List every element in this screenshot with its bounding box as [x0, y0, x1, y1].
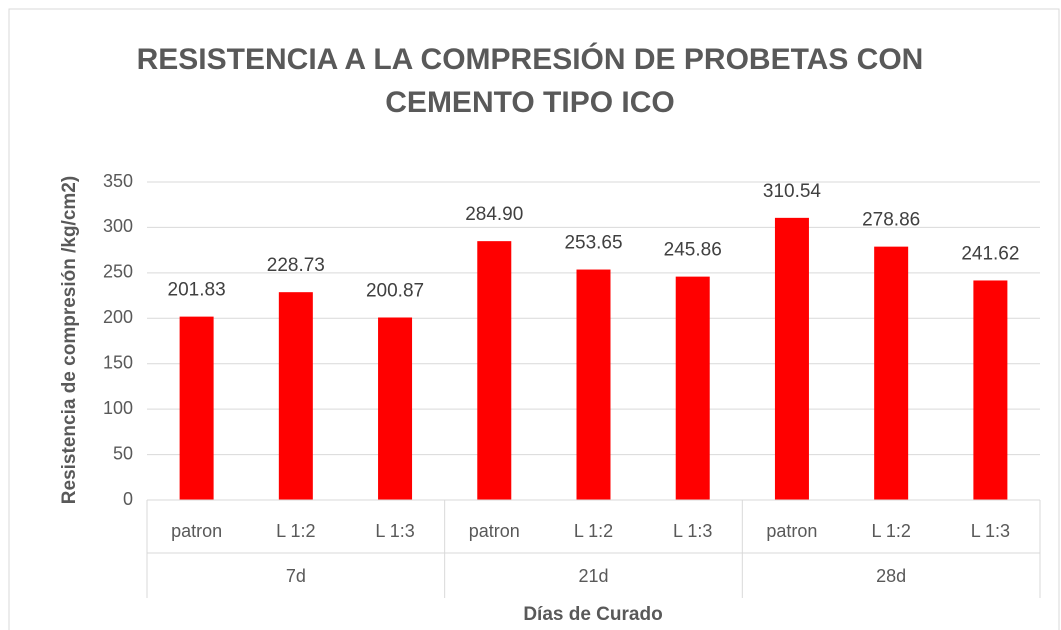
bar	[477, 241, 512, 500]
x-tick-label: L 1:3	[375, 521, 414, 541]
data-label: 253.65	[564, 233, 622, 254]
data-label: 278.86	[862, 210, 920, 231]
data-label: 228.73	[267, 255, 325, 276]
data-label: 310.54	[763, 181, 822, 202]
y-tick-label: 300	[103, 216, 133, 236]
y-tick-label: 200	[103, 307, 133, 327]
x-tick-label: L 1:3	[971, 521, 1010, 541]
x-tick-label: patron	[171, 521, 222, 541]
data-label: 284.90	[465, 204, 523, 225]
y-tick-label: 150	[103, 352, 133, 372]
x-tick-label: L 1:2	[574, 521, 613, 541]
y-tick-label: 250	[103, 262, 133, 282]
bar	[774, 217, 809, 500]
y-tick-label: 0	[123, 489, 133, 509]
group-label: 28d	[876, 566, 906, 586]
x-tick-label: patron	[766, 521, 817, 541]
chart-border	[8, 8, 1060, 630]
y-tick-label: 100	[103, 398, 133, 418]
bar	[278, 292, 313, 500]
y-tick-label: 50	[113, 443, 133, 463]
bar	[973, 280, 1008, 500]
y-tick-label: 350	[103, 171, 133, 191]
data-label: 245.86	[664, 240, 722, 261]
data-label: 201.83	[168, 280, 226, 301]
data-label: 241.62	[961, 243, 1019, 264]
x-tick-label: L 1:3	[673, 521, 712, 541]
x-tick-label: L 1:2	[871, 521, 910, 541]
x-axis-title: Días de Curado	[523, 604, 662, 625]
x-tick-label: patron	[469, 521, 520, 541]
x-tick-label: L 1:2	[276, 521, 315, 541]
y-axis-title: Resistencia de compresión /kg/cm2)	[59, 176, 80, 504]
bar	[179, 316, 214, 500]
data-label: 200.87	[366, 281, 424, 302]
group-label: 21d	[578, 566, 608, 586]
bar	[378, 317, 413, 500]
bar	[675, 276, 710, 500]
group-label: 7d	[286, 566, 306, 586]
bar	[874, 246, 909, 500]
bar	[576, 269, 611, 500]
chart-title: RESISTENCIA A LA COMPRESIÓN DE PROBETAS …	[136, 43, 924, 119]
